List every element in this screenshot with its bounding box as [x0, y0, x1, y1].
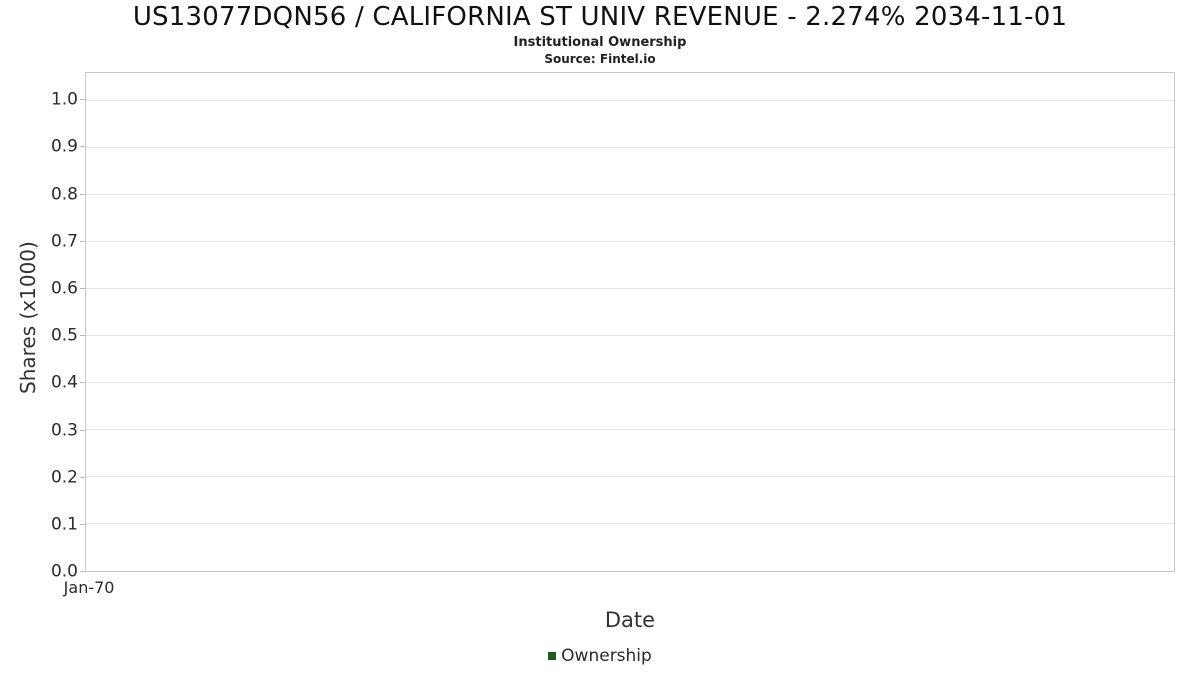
y-tick-label-0.0: 0.0	[50, 561, 78, 582]
gridline-y-0.1	[86, 523, 1174, 525]
chart-source: Source: Fintel.io	[544, 52, 656, 66]
y-tick-label-1.0: 1.0	[50, 89, 78, 110]
x-axis-title: Date	[604, 608, 656, 632]
y-axis-title: Shares (x1000)	[16, 241, 40, 394]
y-tick-label-0.7: 0.7	[50, 231, 78, 252]
y-tick-label-0.2: 0.2	[50, 467, 78, 488]
y-tick-label-0.3: 0.3	[50, 420, 78, 440]
y-tick-label-0.4: 0.4	[50, 372, 78, 393]
gridline-y-0.3	[86, 429, 1174, 431]
plot-area	[85, 72, 1175, 572]
y-tick-mark-0.1	[80, 523, 85, 525]
y-tick-mark-0.8	[80, 193, 85, 195]
legend-label-ownership: Ownership	[561, 646, 652, 666]
gridline-y-0.5	[86, 335, 1174, 337]
chart-subtitle: Institutional Ownership	[513, 35, 687, 50]
y-tick-mark-0.0	[80, 571, 85, 572]
y-tick-mark-0.3	[80, 429, 85, 431]
y-tick-mark-0.5	[80, 335, 85, 337]
gridline-y-0.4	[86, 382, 1174, 384]
y-tick-mark-0.4	[80, 382, 85, 384]
y-tick-mark-1.0	[80, 99, 85, 101]
y-tick-mark-0.7	[80, 240, 85, 242]
y-axis: 0.0 0.1 0.2 0.3 0.4 0.5 0.6 0.7 0.8 0.9 1.0	[0, 72, 85, 580]
chart-legend: Ownership	[0, 646, 1200, 666]
y-tick-mark-0.6	[80, 287, 85, 289]
y-tick-mark-0.9	[80, 146, 85, 148]
gridline-y-0.9	[86, 147, 1174, 149]
x-tick-label-Jan-70: Jan-70	[63, 578, 115, 597]
gridline-y-0.6	[86, 288, 1174, 290]
y-tick-mark-0.2	[80, 476, 85, 478]
x-axis: Jan-70	[64, 578, 1175, 600]
chart-title: US13077DQN56 / CALIFORNIA ST UNIV REVENU…	[132, 2, 1068, 32]
gridline-y-0.7	[86, 241, 1174, 243]
y-tick-label-0.8: 0.8	[50, 184, 78, 205]
gridline-y-0.8	[86, 194, 1174, 196]
legend-marker-ownership	[548, 652, 557, 660]
y-tick-label-0.5: 0.5	[50, 325, 78, 346]
y-tick-label-0.1: 0.1	[50, 514, 78, 535]
gridline-y-1.0	[86, 100, 1174, 102]
y-tick-label-0.6: 0.6	[50, 278, 78, 299]
y-tick-label-0.9: 0.9	[50, 136, 78, 157]
gridline-y-0.2	[86, 476, 1174, 478]
